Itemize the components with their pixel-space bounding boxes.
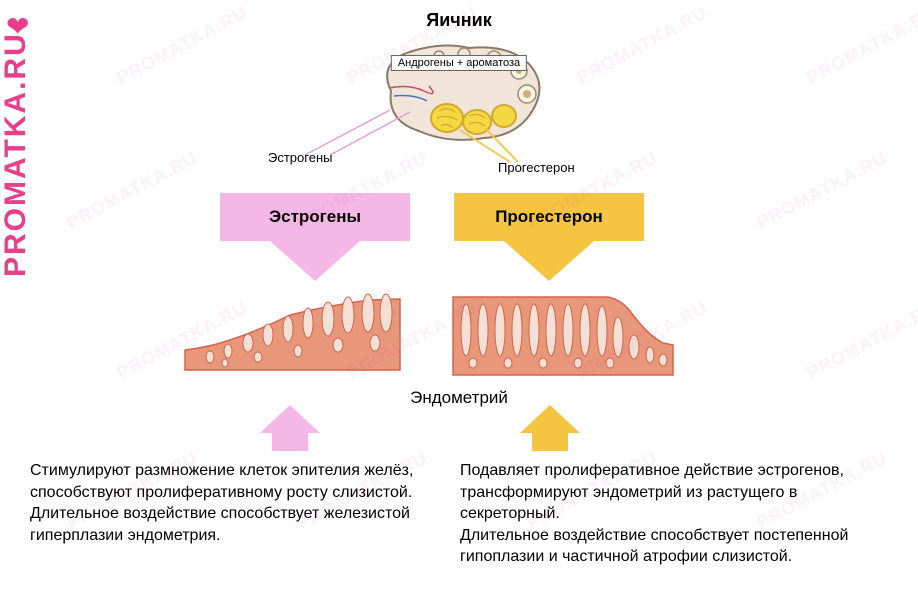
hormone-box-estrogen: Эстрогены: [220, 193, 410, 241]
endometrium-label: Эндометрий: [410, 388, 508, 408]
ovary-illustration: [369, 36, 549, 156]
endometrium-proliferative: [180, 285, 410, 385]
ovary-estrogen-label: Эстрогены: [268, 150, 332, 165]
arrow-up-pink: [260, 405, 320, 433]
arrow-down-yellow: [504, 241, 594, 281]
arrow-up-yellow: [520, 405, 580, 433]
description-estrogen: Стимулируют размножение клеток эпителия …: [30, 460, 430, 546]
ovary-inner-label: Андрогены + ароматоза: [391, 55, 527, 71]
endometrium-secretory: [448, 285, 678, 390]
hormone-box-progesterone: Прогестерон: [454, 193, 644, 241]
diagram-title: Яичник: [426, 10, 491, 31]
brand-logo-text: PROMATKA.RU: [0, 32, 33, 277]
description-progesterone: Подавляет пролиферативное действие эстро…: [460, 460, 900, 568]
ovary-progesterone-label: Прогестерон: [498, 160, 575, 175]
arrow-down-pink: [270, 241, 360, 281]
